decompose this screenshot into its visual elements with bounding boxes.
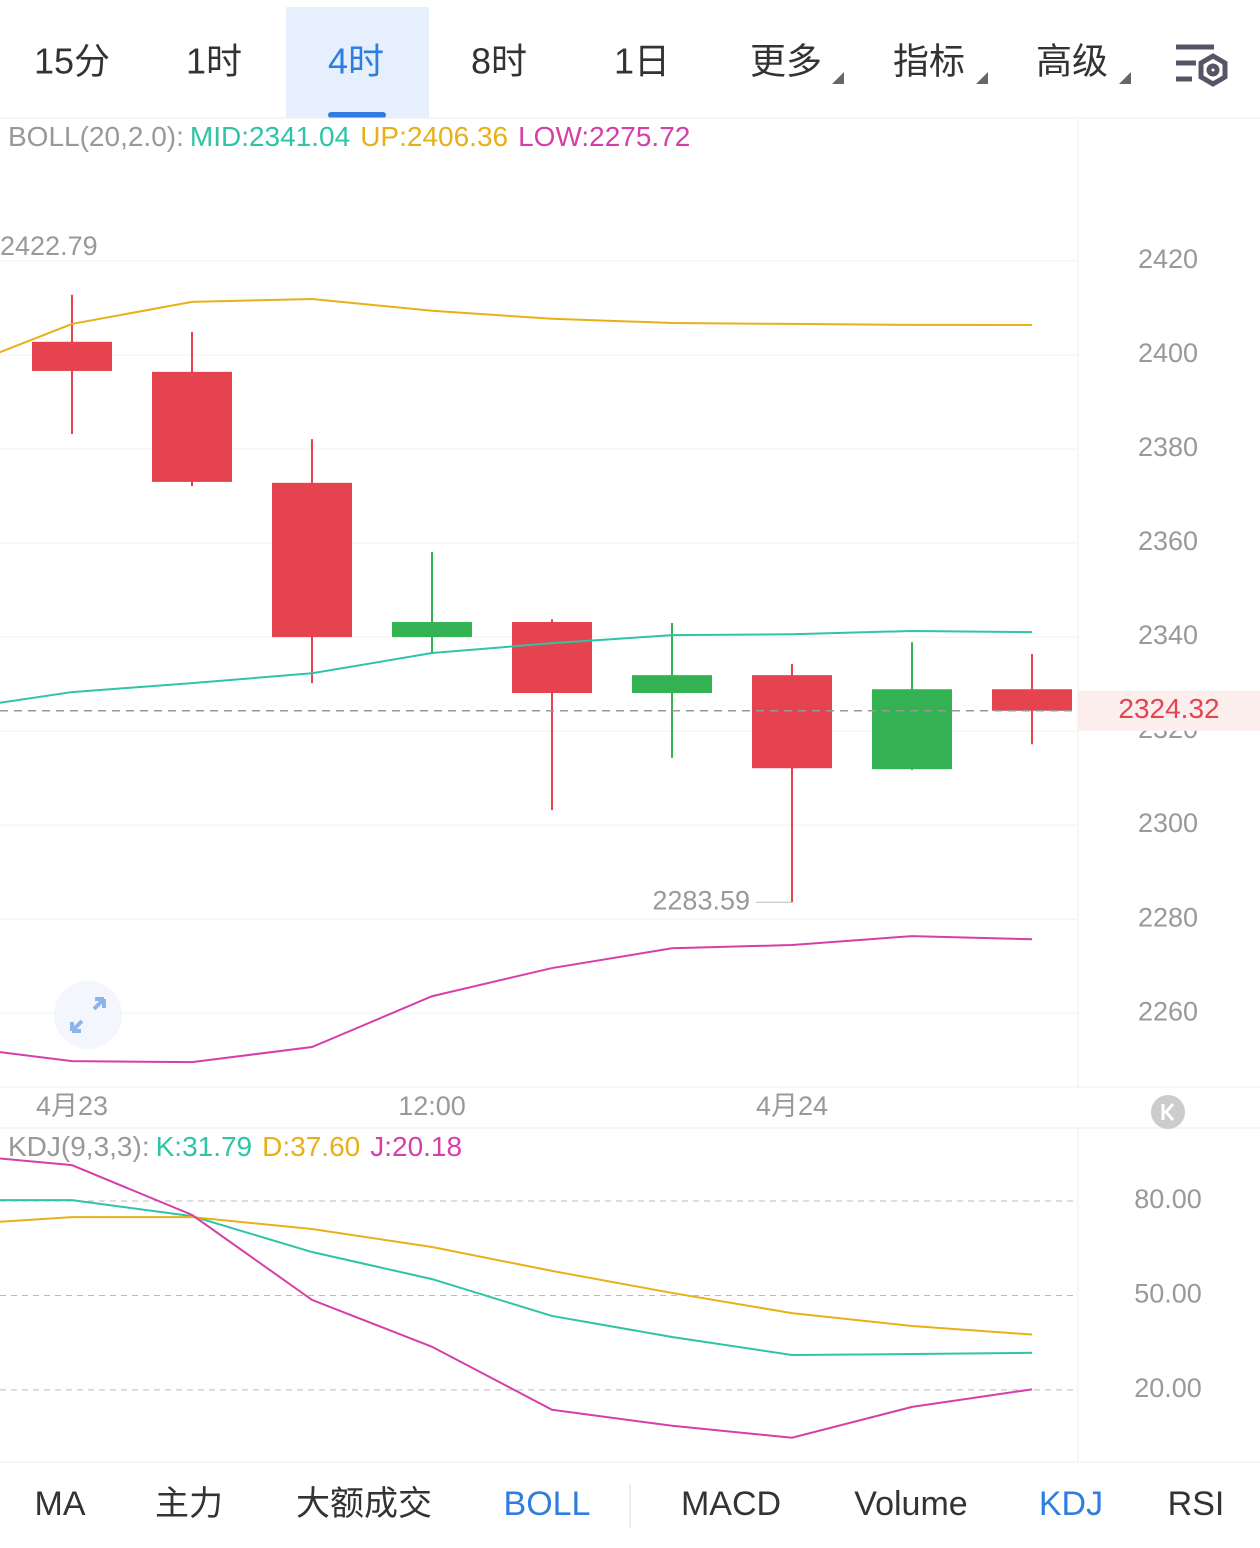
y-tick-label: 2280 [1138,902,1198,932]
timeframe-tab[interactable]: 更多 [750,41,822,82]
candle-body [392,622,472,638]
indicator-line [0,1199,1033,1356]
collapse-button[interactable] [1151,1095,1185,1129]
indicator-tab[interactable]: MA [35,1485,86,1523]
settings-icon[interactable] [1176,44,1228,87]
expand-button[interactable] [54,981,122,1049]
timeframe-tab[interactable]: 4时 [328,41,384,82]
x-tick-label: 4月24 [756,1091,828,1121]
y-tick-label: 2360 [1138,526,1198,556]
indicator-header: BOLL(20,2.0): MID:2341.04 UP:2406.36 LOW:22… [8,121,690,152]
active-tab-underline [328,112,386,118]
y-tick-label: 2300 [1138,808,1198,838]
timeframe-tab[interactable]: 15分 [34,41,110,82]
dropdown-arrows [832,72,1131,84]
y-tick-label: 50.00 [1134,1279,1202,1309]
active-tab-bg [286,7,429,118]
min-price-label: 2283.59 [652,885,750,915]
y-tick-label: 2400 [1138,338,1198,368]
indicator-value: UP:2406.36 [360,121,508,152]
indicator-tab[interactable]: RSI [1168,1485,1225,1523]
y-tick-label: 2340 [1138,620,1198,650]
candle-body [272,482,352,638]
indicator-tab[interactable]: 主力 [155,1485,223,1523]
y-tick-label: 2260 [1138,996,1198,1026]
indicator-tab[interactable]: MACD [681,1485,781,1523]
candle-body [872,689,952,770]
y-tick-label: 80.00 [1134,1184,1202,1214]
indicator-tab[interactable]: KDJ [1039,1485,1103,1523]
last-price-label: 2324.32 [1118,693,1219,724]
last-price-badge [1078,690,1260,731]
indicator-line [0,935,1033,1064]
timeframe-tab[interactable]: 1时 [186,41,242,82]
x-tick-label: 4月23 [36,1091,108,1121]
y-tick-label: 20.00 [1134,1373,1202,1403]
indicator-value: D:37.60 [262,1131,360,1162]
candle-body [512,622,592,694]
indicator-value: LOW:2275.72 [518,121,690,152]
candle-body [752,675,832,769]
y-tick-label: 2380 [1138,432,1198,462]
max-price-label: 2422.79 [0,231,98,261]
timeframe-tab[interactable]: 指标 [893,41,965,82]
timeframe-tab[interactable]: 8时 [471,41,527,82]
timeframe-tab[interactable]: 1日 [614,41,670,82]
y-tick-label: 2420 [1138,244,1198,274]
indicator-line [0,1216,1033,1336]
candle-body [992,689,1072,711]
indicator-line [0,629,1033,704]
indicator-header: KDJ(9,3,3): K:31.79 D:37.60 J:20.18 [8,1131,462,1162]
plot-layer [0,260,1078,1439]
timeframe-tab[interactable]: 高级 [1036,41,1108,82]
candle-body [632,675,712,694]
indicator-name: BOLL(20,2.0): [8,121,184,152]
indicator-value: K:31.79 [156,1131,253,1162]
indicator-value: MID:2341.04 [190,121,350,152]
indicator-value: J:20.18 [370,1131,462,1162]
x-tick-label: 12:00 [398,1091,466,1121]
indicator-name: KDJ(9,3,3): [8,1131,150,1162]
indicator-tab[interactable]: 大额成交 [296,1485,432,1523]
candle-body [32,341,112,371]
candle-body [152,371,232,482]
indicator-line [0,298,1033,354]
indicator-tab[interactable]: Volume [854,1485,967,1523]
indicator-tab[interactable]: BOLL [504,1485,591,1523]
indicator-line [0,1157,1033,1439]
